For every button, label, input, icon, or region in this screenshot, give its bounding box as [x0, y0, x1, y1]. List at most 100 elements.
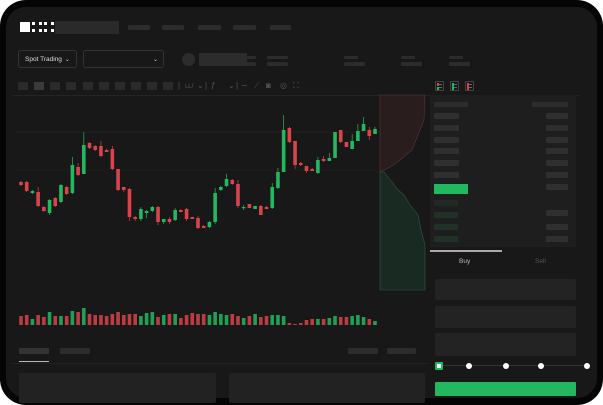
slider-step-25[interactable] — [466, 363, 472, 369]
timeframe-button[interactable] — [66, 82, 76, 90]
orderbook-bids-icon[interactable] — [450, 81, 459, 91]
tab-open-orders[interactable] — [19, 348, 49, 354]
order-book — [430, 95, 576, 247]
slider-step-100[interactable] — [584, 363, 590, 369]
orderbook-asks-icon[interactable] — [465, 81, 474, 91]
indicator-icon[interactable]: ƒ — [211, 81, 216, 90]
candle-body — [104, 150, 109, 152]
nav-item[interactable] — [128, 25, 150, 30]
slider-track[interactable] — [440, 365, 588, 366]
price-input[interactable] — [435, 279, 576, 300]
pair-dropdown[interactable]: ⌄ — [83, 50, 164, 68]
volume-bar — [59, 316, 63, 325]
nav-item[interactable] — [233, 25, 256, 30]
nav-item[interactable] — [270, 25, 291, 30]
chevron-down-icon[interactable]: ⌄ — [228, 81, 235, 90]
screenshot-icon[interactable]: ◙ — [266, 81, 271, 90]
volume-bar — [121, 315, 126, 325]
candle-body — [333, 132, 337, 158]
slider-step-50[interactable] — [503, 363, 509, 369]
candle-body — [253, 206, 257, 209]
candle-body — [150, 207, 155, 211]
buy-tab-underline — [430, 250, 502, 252]
volume-bar — [76, 312, 80, 325]
candle-body — [116, 169, 120, 190]
spot-trading-dropdown[interactable]: Spot Trading ⌄ — [18, 50, 77, 68]
volume-bar — [196, 314, 200, 325]
candle-body — [321, 159, 326, 161]
ruler-icon[interactable]: ⟋ — [254, 81, 260, 90]
total-input[interactable] — [435, 333, 576, 356]
slider-handle[interactable] — [435, 362, 443, 370]
slider-step-75[interactable] — [538, 363, 544, 369]
chart-type-icon[interactable]: ⩊ — [185, 81, 194, 90]
settings-icon[interactable]: ◎ — [280, 81, 287, 90]
volume-bar — [30, 319, 35, 325]
ask-amount — [546, 113, 568, 119]
volume-bar — [207, 315, 212, 325]
volume-bar — [179, 318, 183, 325]
filter-button[interactable] — [348, 348, 378, 354]
separator: | — [178, 81, 181, 90]
ask-price — [434, 137, 459, 143]
buy-tab[interactable]: Buy — [459, 258, 471, 265]
chevron-down-icon: ⌄ — [152, 56, 158, 63]
filter-button[interactable] — [387, 348, 416, 354]
chevron-down-icon[interactable]: ⌄ — [197, 81, 204, 90]
volume-bar — [213, 312, 217, 325]
candle-body — [316, 160, 320, 173]
volume-bar — [327, 318, 332, 325]
nav-item[interactable] — [162, 25, 184, 30]
timeframe-button[interactable] — [83, 82, 93, 90]
candle-body — [59, 185, 63, 202]
candle-body — [42, 207, 46, 211]
timeframe-button[interactable] — [115, 82, 125, 90]
ask-price — [434, 148, 459, 154]
ask-price — [434, 113, 459, 119]
candle-body — [127, 189, 132, 217]
volume-bar — [173, 314, 177, 325]
separator: | — [205, 81, 208, 90]
orderbook-both-icon[interactable] — [435, 81, 444, 91]
candle-body — [167, 219, 172, 222]
timeframe-button[interactable] — [147, 82, 157, 90]
line-tool-icon[interactable]: ∼ — [241, 81, 248, 90]
volume-bar — [293, 324, 297, 325]
buy-button[interactable] — [435, 382, 576, 396]
bid-price — [434, 224, 458, 230]
timeframe-button[interactable] — [18, 82, 28, 90]
ask-amount — [546, 137, 568, 143]
volume-bar — [276, 315, 280, 325]
fullscreen-icon[interactable]: ⛶ — [293, 81, 299, 90]
candle-body — [173, 210, 177, 220]
nav-item[interactable] — [198, 25, 221, 30]
timeframe-button[interactable] — [163, 82, 173, 90]
tab-order-history[interactable] — [60, 348, 90, 354]
ask-amount — [546, 125, 568, 131]
candle-body — [264, 207, 269, 209]
ask-amount — [546, 148, 568, 154]
candle-body — [281, 130, 286, 172]
sell-tab[interactable]: Sell — [535, 258, 546, 265]
volume-bar — [64, 316, 69, 325]
timeframe-button-active[interactable] — [34, 82, 44, 90]
candle-body — [161, 219, 166, 222]
amount-input[interactable] — [435, 306, 576, 328]
stat-value — [235, 62, 256, 66]
okx-logo[interactable] — [20, 22, 54, 32]
volume-bar — [356, 315, 360, 325]
volume-bar — [287, 323, 292, 325]
search-placeholder[interactable] — [55, 21, 119, 34]
timeframe-button[interactable] — [99, 82, 109, 90]
candle-body — [213, 193, 217, 222]
timeframe-button[interactable] — [131, 82, 141, 90]
volume-bar — [161, 315, 166, 325]
divider — [12, 95, 580, 96]
volume-bar — [24, 315, 29, 325]
timeframe-button[interactable] — [50, 82, 60, 90]
stat-label — [344, 56, 358, 59]
volume-bar — [104, 316, 109, 325]
candle-body — [30, 191, 35, 193]
info-card — [229, 373, 425, 403]
